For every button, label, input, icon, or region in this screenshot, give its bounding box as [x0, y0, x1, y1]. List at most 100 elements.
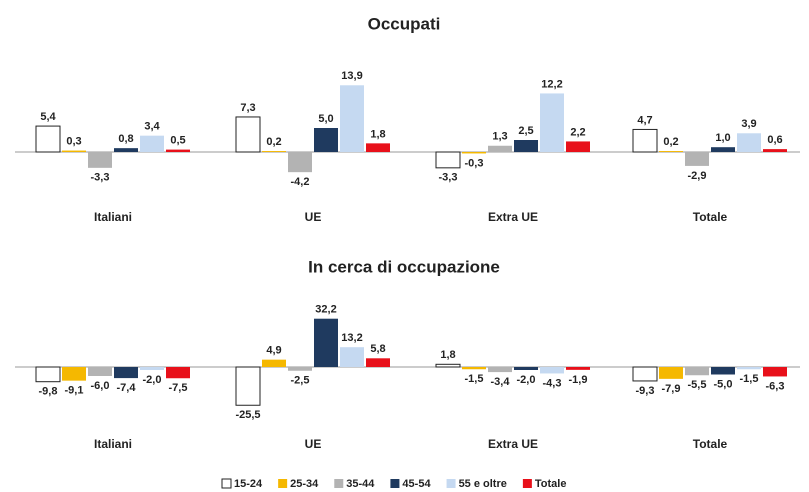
bar [540, 367, 564, 374]
bar [366, 143, 390, 152]
bar [685, 152, 709, 166]
value-label: 1,3 [492, 131, 507, 143]
bar [166, 149, 190, 152]
legend-swatch [390, 479, 400, 488]
value-label: 4,9 [266, 345, 281, 357]
value-label: -6,3 [766, 380, 785, 392]
value-label: 1,8 [440, 349, 455, 361]
bar [763, 367, 787, 377]
bar [632, 366, 658, 382]
category-label: Totale [693, 210, 728, 224]
legend-label: 25-34 [290, 478, 319, 490]
category-label: Extra UE [488, 210, 538, 224]
value-label: 0,5 [170, 135, 185, 147]
value-label: -7,4 [117, 382, 137, 394]
bar [435, 363, 461, 368]
bar [288, 152, 312, 173]
bar [62, 367, 86, 381]
value-label: -1,5 [465, 373, 484, 385]
legend-label: 35-44 [346, 478, 375, 490]
value-label: -1,9 [569, 374, 588, 386]
category-label: Totale [693, 437, 728, 451]
value-label: -2,0 [143, 374, 162, 386]
value-label: 1,8 [370, 128, 385, 140]
bar [366, 358, 390, 367]
value-label: 4,7 [637, 114, 652, 126]
bar [62, 150, 86, 152]
bar [711, 367, 735, 375]
value-label: -4,3 [543, 377, 562, 389]
value-label: 1,0 [715, 132, 730, 144]
category-label: UE [305, 437, 322, 451]
value-label: 0,8 [118, 133, 133, 145]
value-label: 2,5 [518, 125, 533, 137]
bar [114, 367, 138, 379]
value-label: 3,4 [144, 121, 160, 133]
value-label: 13,2 [341, 332, 362, 344]
value-label: -5,0 [714, 378, 733, 390]
bar [685, 367, 709, 376]
bar [140, 135, 164, 152]
value-label: 5,0 [318, 113, 333, 125]
bar [462, 152, 486, 154]
bar [540, 93, 564, 152]
value-label: 0,6 [767, 134, 782, 146]
value-label: -7,5 [169, 382, 188, 394]
value-label: -9,1 [65, 385, 84, 397]
value-label: 0,2 [663, 136, 678, 148]
value-label: 32,2 [315, 304, 336, 316]
legend-label: 55 e oltre [459, 478, 507, 490]
bar [35, 366, 61, 383]
legend-label: 15-24 [234, 478, 263, 490]
bar [314, 318, 338, 367]
bar [566, 367, 590, 370]
legend-swatch [446, 479, 456, 488]
legend-swatch [522, 479, 532, 488]
value-label: -7,9 [662, 383, 681, 395]
bar [35, 125, 61, 153]
value-label: 0,3 [66, 135, 81, 147]
value-label: 5,8 [370, 343, 385, 355]
legend-label: 45-54 [402, 478, 431, 490]
value-label: 13,9 [341, 70, 362, 82]
bar [340, 85, 364, 152]
bar [514, 367, 538, 370]
bar [88, 367, 112, 376]
value-label: -3,4 [491, 376, 511, 388]
bar [711, 147, 735, 152]
bar [488, 145, 512, 152]
category-label: Extra UE [488, 437, 538, 451]
legend-swatch [278, 479, 288, 488]
category-label: UE [305, 210, 322, 224]
value-label: -6,0 [91, 380, 110, 392]
value-label: -5,5 [688, 379, 707, 391]
legend-swatch [221, 478, 232, 489]
legend-swatch [334, 479, 344, 488]
bar [462, 367, 486, 370]
bar [314, 128, 338, 152]
bar [340, 347, 364, 367]
bar [566, 141, 590, 152]
bar [488, 367, 512, 373]
bar [262, 359, 286, 367]
category-label: Italiani [94, 210, 132, 224]
value-label: -0,3 [465, 157, 484, 169]
bar [737, 133, 761, 152]
bar [514, 140, 538, 152]
value-label: -2,5 [291, 375, 310, 387]
bar [235, 366, 261, 406]
bar [140, 367, 164, 370]
value-label: -9,3 [636, 385, 655, 397]
bar [262, 151, 286, 152]
value-label: 0,2 [266, 136, 281, 148]
bar [737, 367, 761, 370]
bar [88, 152, 112, 168]
value-label: -9,8 [39, 386, 58, 398]
value-label: -2,9 [688, 170, 707, 182]
bar [763, 149, 787, 152]
bar [659, 367, 683, 379]
category-label: Italiani [94, 437, 132, 451]
bar [235, 116, 261, 153]
value-label: -3,3 [439, 172, 458, 184]
